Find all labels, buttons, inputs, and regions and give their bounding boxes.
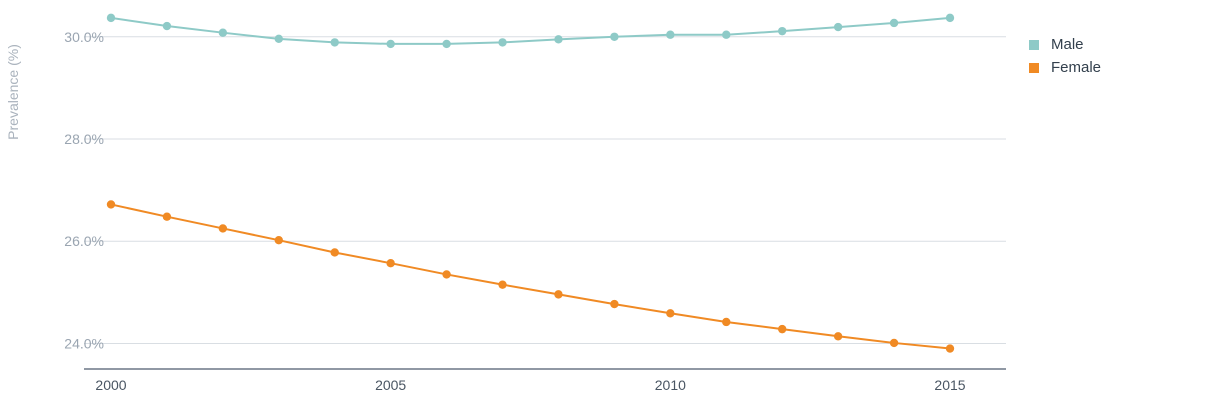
legend-label: Female bbox=[1051, 59, 1102, 76]
y-tick-label: 30.0% bbox=[64, 29, 104, 45]
legend-swatch bbox=[1029, 62, 1039, 73]
data-point-female[interactable] bbox=[386, 259, 395, 268]
data-point-female[interactable] bbox=[498, 280, 507, 289]
x-tick-label: 2015 bbox=[934, 377, 965, 393]
legend-item-female[interactable]: Female bbox=[1029, 56, 1101, 79]
y-axis-label: Prevalence (%) bbox=[5, 44, 21, 140]
data-point-female[interactable] bbox=[330, 248, 339, 257]
data-point-female[interactable] bbox=[442, 270, 451, 279]
data-point-female[interactable] bbox=[778, 324, 787, 334]
data-point-male[interactable] bbox=[218, 28, 228, 37]
data-point-male[interactable] bbox=[889, 18, 899, 28]
data-point-male[interactable] bbox=[666, 30, 675, 39]
data-point-male[interactable] bbox=[833, 22, 843, 32]
data-point-female[interactable] bbox=[945, 344, 955, 353]
data-point-male[interactable] bbox=[442, 39, 451, 49]
data-point-female[interactable] bbox=[889, 338, 899, 348]
data-point-female[interactable] bbox=[106, 200, 116, 209]
data-point-male[interactable] bbox=[274, 34, 283, 44]
x-tick-label: 2005 bbox=[375, 377, 406, 393]
data-point-male[interactable] bbox=[945, 13, 955, 23]
data-point-male[interactable] bbox=[498, 38, 507, 47]
data-point-female[interactable] bbox=[610, 299, 619, 309]
data-point-female[interactable] bbox=[666, 309, 675, 318]
data-point-male[interactable] bbox=[106, 13, 116, 23]
data-point-female[interactable] bbox=[274, 236, 283, 245]
x-tick-label: 2000 bbox=[95, 377, 126, 393]
data-point-male[interactable] bbox=[610, 32, 619, 41]
series-male bbox=[106, 13, 955, 49]
legend-item-male[interactable]: Male bbox=[1029, 33, 1101, 56]
data-point-female[interactable] bbox=[554, 290, 563, 299]
legend-label: Male bbox=[1051, 36, 1084, 53]
gridlines bbox=[84, 36, 1006, 344]
data-point-male[interactable] bbox=[162, 21, 172, 31]
series-lines bbox=[106, 13, 955, 353]
legend: Male Female bbox=[1029, 33, 1101, 79]
y-tick-labels: 24.0% 26.0% 28.0% 30.0% bbox=[64, 29, 104, 352]
data-point-male[interactable] bbox=[722, 30, 731, 39]
x-tick-labels: 2000 2005 2010 2015 bbox=[95, 377, 965, 393]
legend-swatch bbox=[1029, 39, 1039, 50]
data-point-female[interactable] bbox=[162, 212, 172, 221]
series-line-male bbox=[110, 16, 951, 45]
y-tick-label: 24.0% bbox=[64, 335, 104, 351]
series-line-female bbox=[110, 203, 951, 350]
x-tick-label: 2010 bbox=[655, 377, 686, 393]
data-point-male[interactable] bbox=[330, 38, 339, 47]
y-tick-label: 28.0% bbox=[64, 131, 104, 147]
data-point-male[interactable] bbox=[386, 39, 395, 49]
y-tick-label: 26.0% bbox=[64, 233, 104, 249]
data-point-male[interactable] bbox=[554, 35, 563, 44]
series-female bbox=[106, 200, 955, 353]
data-point-female[interactable] bbox=[833, 332, 843, 341]
data-point-male[interactable] bbox=[778, 26, 787, 36]
data-point-female[interactable] bbox=[218, 224, 228, 233]
data-point-female[interactable] bbox=[722, 317, 731, 327]
